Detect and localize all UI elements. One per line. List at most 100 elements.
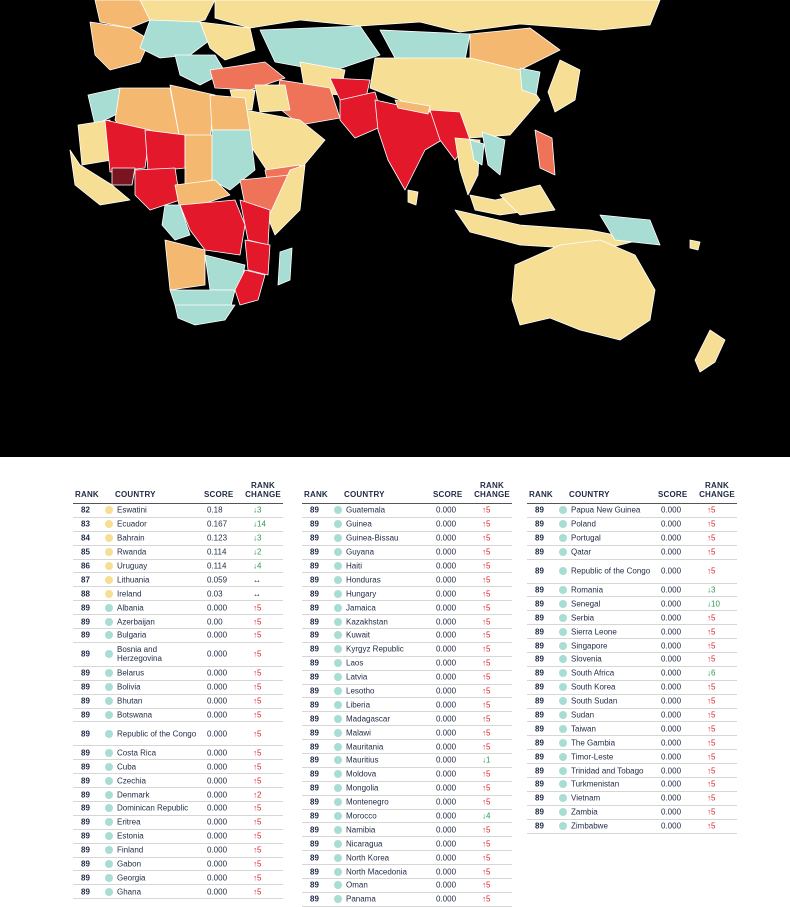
table-row: 89 North Korea 0.000 ↑5	[302, 851, 512, 866]
rank-change-cell: ↑5	[707, 566, 716, 576]
tier-dot-icon	[105, 790, 113, 799]
table-row: 89 Kyrgyz Republic 0.000 ↑5	[302, 643, 512, 657]
score-cell: 0.000	[207, 831, 228, 841]
tier-dot-icon	[334, 839, 342, 848]
score-cell: 0.000	[207, 649, 228, 659]
score-cell: 0.18	[207, 505, 223, 515]
rank-change-cell: ↑5	[707, 738, 716, 748]
country-cell: Hungary	[346, 589, 377, 599]
tier-dot-icon	[559, 586, 567, 594]
score-cell: 0.000	[436, 714, 457, 724]
country-cell: Estonia	[117, 831, 144, 841]
rank-cell: 89	[310, 686, 319, 696]
header-score: SCORE	[658, 490, 688, 499]
tier-dot-icon	[105, 631, 113, 640]
table-row: 89 Morocco 0.000 ↓4	[302, 810, 512, 824]
table-header: RANK COUNTRY SCORE RANK CHANGE	[73, 473, 283, 504]
rank-change-cell: ↑5	[482, 853, 491, 863]
rank-change-cell: ↑5	[253, 887, 262, 897]
tier-dot-icon	[559, 822, 567, 831]
rank-change-cell: ↑5	[253, 696, 262, 706]
score-cell: 0.000	[661, 821, 682, 831]
tier-dot-icon	[559, 766, 567, 775]
rank-cell: 89	[535, 613, 544, 623]
tier-dot-icon	[334, 742, 342, 751]
tier-dot-icon	[105, 818, 113, 827]
score-cell: 0.000	[661, 654, 682, 664]
rank-change-cell: ↓3	[253, 505, 262, 515]
country-cell: Lesotho	[346, 686, 375, 696]
rank-change-cell: ↑5	[482, 797, 491, 807]
country-cell: Finland	[117, 845, 144, 855]
country-cell: Haiti	[346, 561, 363, 571]
country-cell: Singapore	[571, 641, 608, 651]
table-row: 89 Republic of the Congo 0.000 ↑5	[527, 560, 737, 584]
rank-change-cell: ↑5	[253, 817, 262, 827]
country-cell: Mauritius	[346, 755, 379, 765]
rank-change-cell: ↑2	[253, 790, 262, 800]
tier-dot-icon	[105, 873, 113, 882]
country-cell: Georgia	[117, 873, 146, 883]
score-cell: 0.000	[436, 797, 457, 807]
table-row: 89 Namibia 0.000 ↑5	[302, 823, 512, 838]
rank-change-cell: ↑5	[482, 603, 491, 613]
tier-dot-icon	[334, 770, 342, 779]
table-row: 83 Ecuador 0.167 ↓14	[73, 518, 283, 532]
rank-change-cell: ↑5	[707, 641, 716, 651]
country-cell: Papua New Guinea	[571, 505, 641, 515]
map-region-kazakhstan	[259, 25, 381, 73]
rank-change-cell: ↑5	[253, 630, 262, 640]
table-row: 89 Slovenia 0.000 ↑5	[527, 653, 737, 667]
score-cell: 0.000	[207, 790, 228, 800]
table-row: 89 Cuba 0.000 ↑5	[73, 760, 283, 775]
tier-dot-icon	[334, 895, 342, 904]
country-cell: Ireland	[117, 589, 142, 599]
rank-change-cell: ↑5	[707, 627, 716, 637]
table-row: 89 Zimbabwe 0.000 ↑5	[527, 820, 737, 834]
score-cell: 0.000	[207, 682, 228, 692]
map-region-laos	[469, 139, 485, 166]
header-rank: RANK	[75, 490, 99, 499]
score-cell: 0.000	[436, 894, 457, 904]
score-cell: 0.000	[661, 613, 682, 623]
rank-cell: 89	[310, 797, 319, 807]
country-cell: Poland	[571, 519, 596, 529]
country-cell: Taiwan	[571, 724, 596, 734]
tier-dot-icon	[334, 603, 342, 612]
rank-cell: 89	[81, 831, 90, 841]
header-rank: RANK	[304, 490, 328, 499]
rank-cell: 89	[81, 729, 90, 739]
rank-cell: 89	[310, 880, 319, 890]
tier-dot-icon	[334, 673, 342, 682]
rank-cell: 89	[81, 790, 90, 800]
rank-cell: 89	[535, 682, 544, 692]
rank-change-cell: ↑5	[482, 672, 491, 682]
tier-dot-icon	[334, 881, 342, 890]
country-cell: South Africa	[571, 668, 615, 678]
table-row: 89 Taiwan 0.000 ↑5	[527, 722, 737, 737]
score-cell: 0.000	[207, 873, 228, 883]
world-map	[0, 0, 790, 457]
rank-cell: 89	[81, 710, 90, 720]
score-cell: 0.000	[436, 728, 457, 738]
header-rank-change: RANK CHANGE	[245, 481, 281, 499]
rank-cell: 89	[310, 547, 319, 557]
country-cell: Lithuania	[117, 575, 150, 585]
score-cell: 0.000	[436, 519, 457, 529]
rank-cell: 89	[310, 867, 319, 877]
country-cell: Costa Rica	[117, 748, 157, 758]
map-region-madagascar	[277, 247, 293, 286]
table-row: 84 Bahrain 0.123 ↓3	[73, 532, 283, 546]
map-region-philippines	[534, 129, 556, 176]
map-region-russia	[214, 0, 661, 33]
table-row: 89 Senegal 0.000 ↓10	[527, 597, 737, 612]
score-cell: 0.000	[436, 561, 457, 571]
rank-cell: 83	[81, 519, 90, 529]
rank-change-cell: ↑5	[707, 710, 716, 720]
country-cell: North Macedonia	[346, 867, 407, 877]
rank-cell: 89	[535, 710, 544, 720]
tier-dot-icon	[105, 617, 113, 626]
score-cell: 0.000	[436, 672, 457, 682]
country-cell: Timor-Leste	[571, 752, 614, 762]
rank-cell: 89	[310, 742, 319, 752]
